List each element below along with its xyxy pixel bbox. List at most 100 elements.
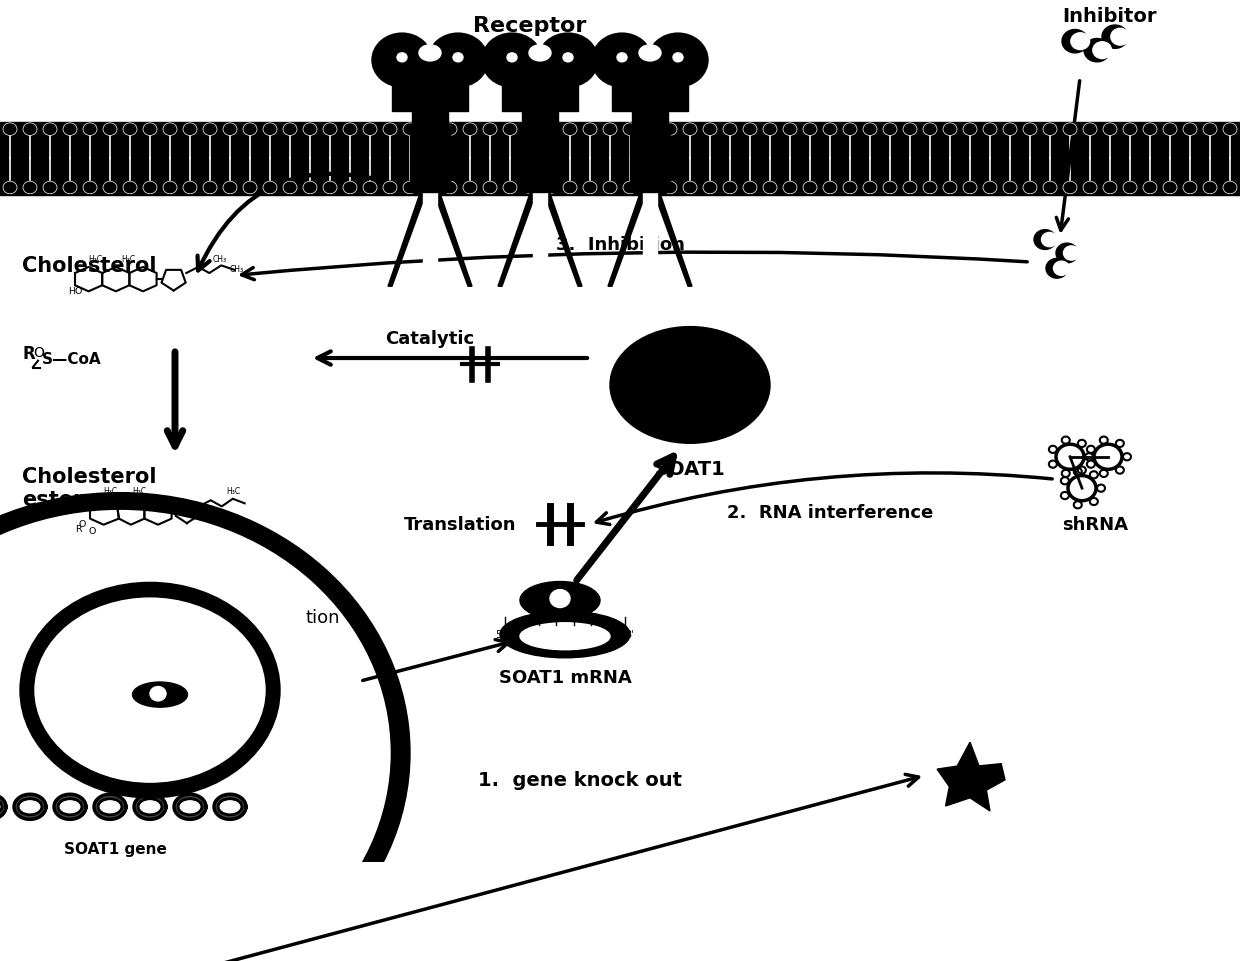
Circle shape xyxy=(551,590,570,608)
Circle shape xyxy=(162,124,177,136)
Polygon shape xyxy=(215,795,246,820)
Circle shape xyxy=(583,124,596,136)
Text: H₃C: H₃C xyxy=(122,255,136,263)
Circle shape xyxy=(1047,259,1068,279)
Circle shape xyxy=(1104,182,1117,194)
Text: Translation: Translation xyxy=(404,515,516,533)
Bar xyxy=(410,126,450,193)
Circle shape xyxy=(503,124,517,136)
Text: Cholesterol
ester: Cholesterol ester xyxy=(22,466,156,509)
Ellipse shape xyxy=(500,611,630,658)
Text: Inhibitor: Inhibitor xyxy=(1063,7,1157,26)
Circle shape xyxy=(903,124,918,136)
Circle shape xyxy=(1043,124,1056,136)
Polygon shape xyxy=(432,188,472,287)
Text: H₃C: H₃C xyxy=(133,486,146,495)
Circle shape xyxy=(983,124,997,136)
Circle shape xyxy=(24,182,37,194)
Ellipse shape xyxy=(482,34,542,87)
Polygon shape xyxy=(174,795,206,820)
Circle shape xyxy=(1042,234,1058,247)
Circle shape xyxy=(663,182,677,194)
Circle shape xyxy=(923,182,937,194)
Text: 2.  RNA interference: 2. RNA interference xyxy=(727,504,934,522)
Ellipse shape xyxy=(100,801,120,813)
Circle shape xyxy=(1203,182,1216,194)
Circle shape xyxy=(123,124,136,136)
Circle shape xyxy=(663,124,677,136)
Circle shape xyxy=(1092,42,1111,60)
Ellipse shape xyxy=(419,46,441,62)
Circle shape xyxy=(1203,124,1216,136)
Circle shape xyxy=(123,182,136,194)
Bar xyxy=(412,108,448,135)
Circle shape xyxy=(2,182,17,194)
Circle shape xyxy=(443,124,458,136)
Text: shRNA: shRNA xyxy=(1061,515,1128,533)
Circle shape xyxy=(1223,182,1238,194)
Circle shape xyxy=(143,182,157,194)
Circle shape xyxy=(683,124,697,136)
Circle shape xyxy=(983,182,997,194)
Ellipse shape xyxy=(219,801,241,813)
Ellipse shape xyxy=(20,801,40,813)
Text: SOAT1: SOAT1 xyxy=(655,460,725,479)
Circle shape xyxy=(644,182,657,194)
Circle shape xyxy=(383,124,397,136)
Bar xyxy=(520,126,560,193)
Circle shape xyxy=(1123,182,1137,194)
Circle shape xyxy=(523,182,537,194)
Circle shape xyxy=(883,124,897,136)
Ellipse shape xyxy=(20,582,280,798)
Circle shape xyxy=(1023,182,1037,194)
Circle shape xyxy=(143,124,157,136)
Polygon shape xyxy=(388,188,428,287)
Circle shape xyxy=(622,182,637,194)
Circle shape xyxy=(723,124,737,136)
Circle shape xyxy=(103,182,117,194)
Text: R: R xyxy=(22,345,35,362)
Circle shape xyxy=(1064,247,1079,260)
Bar xyxy=(0,123,1240,195)
Circle shape xyxy=(1163,124,1177,136)
Bar xyxy=(502,81,578,112)
Text: O: O xyxy=(78,520,86,529)
Circle shape xyxy=(804,182,817,194)
Circle shape xyxy=(83,124,97,136)
Text: 3.  Inhibition: 3. Inhibition xyxy=(556,235,684,254)
Polygon shape xyxy=(498,188,538,287)
Circle shape xyxy=(823,124,837,136)
Text: O: O xyxy=(88,527,95,535)
Circle shape xyxy=(683,182,697,194)
Bar xyxy=(423,190,436,280)
Bar xyxy=(632,108,668,135)
Polygon shape xyxy=(14,795,46,820)
Text: Receptor: Receptor xyxy=(474,16,587,37)
Circle shape xyxy=(150,687,166,702)
Circle shape xyxy=(603,124,618,136)
Text: SOAT1 gene: SOAT1 gene xyxy=(63,841,166,856)
Polygon shape xyxy=(652,188,692,287)
Text: HO: HO xyxy=(68,286,83,296)
Circle shape xyxy=(343,182,357,194)
Text: 1.  gene knock out: 1. gene knock out xyxy=(477,771,682,790)
Circle shape xyxy=(363,124,377,136)
Polygon shape xyxy=(542,188,582,287)
Circle shape xyxy=(283,124,298,136)
Circle shape xyxy=(843,182,857,194)
Circle shape xyxy=(24,124,37,136)
Circle shape xyxy=(1111,29,1130,46)
Bar xyxy=(644,190,657,280)
Text: 5': 5' xyxy=(496,629,505,640)
Circle shape xyxy=(563,124,577,136)
Circle shape xyxy=(63,124,77,136)
Circle shape xyxy=(673,54,683,62)
Circle shape xyxy=(2,124,17,136)
Circle shape xyxy=(453,54,463,62)
Circle shape xyxy=(463,182,477,194)
Text: O: O xyxy=(33,346,43,359)
Circle shape xyxy=(823,182,837,194)
Circle shape xyxy=(83,182,97,194)
Text: Catalytic: Catalytic xyxy=(386,330,475,348)
Circle shape xyxy=(0,493,410,961)
